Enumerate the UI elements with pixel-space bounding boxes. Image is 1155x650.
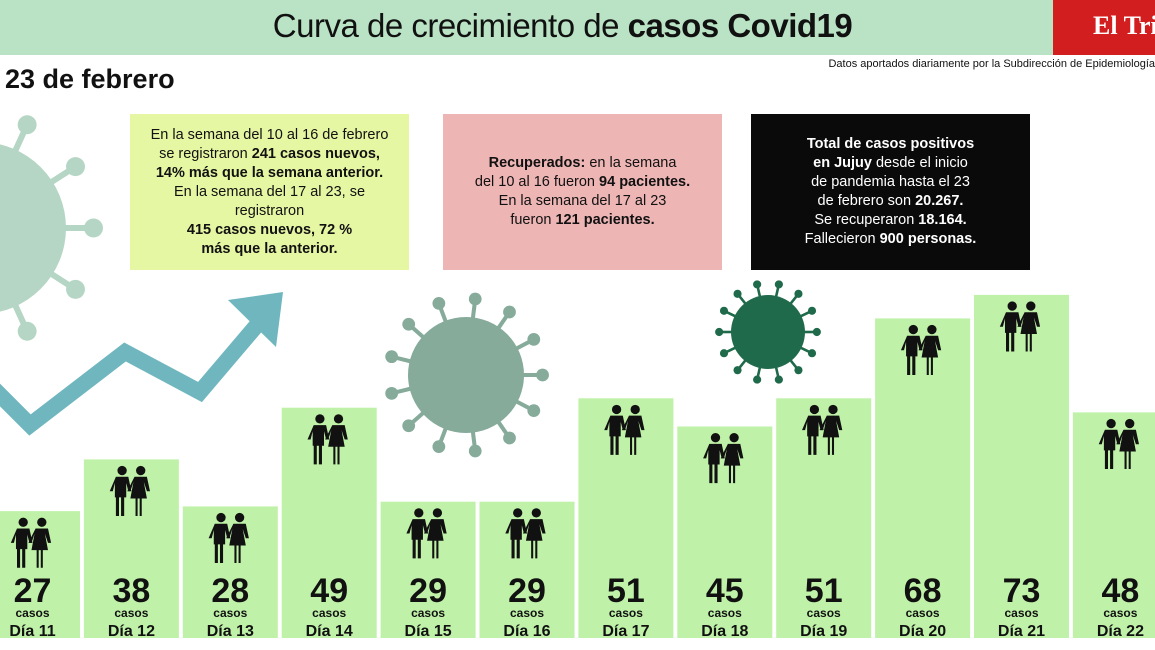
weekly-line-1: En la semana del 10 al 16 de febrero bbox=[150, 126, 389, 143]
category-label: Día 12 bbox=[108, 623, 155, 640]
category-label: Día 22 bbox=[1097, 623, 1144, 640]
bar-value-label: 68 bbox=[904, 572, 942, 610]
title-bold: casos Covid19 bbox=[627, 7, 853, 44]
recovered-line-2b: 94 pacientes. bbox=[599, 174, 691, 190]
bar-value-label: 29 bbox=[508, 572, 546, 610]
source-note: Datos aportados diariamente por la Subdi… bbox=[828, 58, 1155, 70]
bar bbox=[578, 398, 674, 638]
weekly-line-2a: se registraron bbox=[159, 145, 252, 162]
bar-unit-label: casos bbox=[312, 606, 346, 620]
bar-value-label: 27 bbox=[14, 572, 52, 610]
bar-value-label: 73 bbox=[1003, 572, 1041, 610]
recovered-line-1b: en la semana bbox=[585, 155, 677, 171]
bar bbox=[83, 459, 179, 638]
recovered-box: Recuperados: en la semana del 10 al 16 f… bbox=[443, 114, 722, 270]
bar bbox=[875, 318, 971, 638]
recovered-line-4b: 121 pacientes. bbox=[555, 212, 655, 228]
category-label: Día 20 bbox=[899, 623, 946, 640]
category-label: Día 14 bbox=[306, 623, 353, 640]
total-line-1: Total de casos positivos bbox=[806, 136, 975, 152]
total-line-5a: Se recuperaron bbox=[814, 212, 919, 228]
category-label: Día 16 bbox=[503, 623, 550, 640]
bar bbox=[974, 294, 1069, 638]
bar bbox=[380, 501, 476, 638]
bar-value-label: 48 bbox=[1101, 572, 1139, 610]
total-line-5b: 18.164. bbox=[918, 212, 967, 228]
total-line-2b: desde el inicio bbox=[871, 155, 968, 171]
virus-illustration-dark bbox=[715, 280, 821, 384]
total-line-2a: en Jujuy bbox=[813, 155, 872, 171]
virus-illustration-center bbox=[385, 292, 549, 458]
bar-value-label: 51 bbox=[607, 572, 645, 610]
header-bar bbox=[0, 0, 1155, 55]
category-label: Día 19 bbox=[800, 623, 847, 640]
bar-value-label: 51 bbox=[805, 572, 843, 610]
bar-unit-label: casos bbox=[906, 606, 940, 620]
category-label: Día 17 bbox=[602, 623, 649, 640]
recovered-line-2a: del 10 al 16 fueron bbox=[474, 174, 600, 190]
weekly-line-3: 14% más que la semana anterior. bbox=[155, 164, 384, 181]
recovered-line-3: En la semana del 17 al 23 bbox=[498, 193, 667, 209]
bar-value-label: 29 bbox=[409, 572, 447, 610]
bar-unit-label: casos bbox=[609, 606, 643, 620]
bar bbox=[776, 398, 872, 638]
total-line-6b: 900 personas. bbox=[879, 231, 977, 247]
growth-arrow-icon bbox=[0, 292, 283, 436]
bar-unit-label: casos bbox=[411, 606, 445, 620]
date-label: 23 de febrero bbox=[5, 64, 175, 94]
total-line-4a: de febrero son bbox=[817, 193, 916, 209]
bar-unit-label: casos bbox=[114, 606, 148, 620]
total-line-6a: Fallecieron bbox=[804, 231, 880, 247]
bar-unit-label: casos bbox=[1103, 606, 1137, 620]
weekly-line-4: En la semana del 17 al 23, se registraro… bbox=[173, 183, 366, 219]
brand-logo: El Tribuno bbox=[1053, 0, 1155, 55]
bar bbox=[479, 501, 575, 638]
weekly-cases-box: En la semana del 10 al 16 de febrero se … bbox=[130, 114, 409, 270]
category-label: Día 21 bbox=[998, 623, 1045, 640]
category-label: Día 18 bbox=[701, 623, 748, 640]
total-cases-box: Total de casos positivos en Jujuy desde … bbox=[751, 114, 1030, 270]
page-title: Curva de crecimiento de casos Covid19 bbox=[0, 0, 1125, 55]
bar-value-label: 38 bbox=[112, 572, 150, 610]
bar-value-label: 49 bbox=[310, 572, 348, 610]
recovered-line-1a: Recuperados: bbox=[488, 155, 586, 171]
weekly-line-5: 415 casos nuevos, 72 % bbox=[186, 221, 353, 238]
bar-unit-label: casos bbox=[15, 606, 49, 620]
total-line-3: de pandemia hasta el 23 bbox=[811, 174, 970, 190]
bar-value-label: 45 bbox=[706, 572, 744, 610]
bar bbox=[182, 506, 278, 638]
category-label: Día 13 bbox=[207, 623, 254, 640]
virus-illustration-left bbox=[0, 115, 103, 341]
bar-unit-label: casos bbox=[1004, 606, 1038, 620]
bar-unit-label: casos bbox=[708, 606, 742, 620]
title-regular: Curva de crecimiento de bbox=[272, 7, 628, 44]
category-label: Día 11 bbox=[9, 623, 55, 640]
bar-unit-label: casos bbox=[213, 606, 247, 620]
total-line-4b: 20.267. bbox=[915, 193, 964, 209]
weekly-line-2b: 241 casos nuevos, bbox=[251, 145, 380, 162]
recovered-line-4a: fueron bbox=[510, 212, 556, 228]
weekly-line-6: más que la anterior. bbox=[201, 240, 338, 257]
category-label: Día 15 bbox=[405, 623, 452, 640]
bar-unit-label: casos bbox=[510, 606, 544, 620]
bar-value-label: 28 bbox=[211, 572, 249, 610]
bar-unit-label: casos bbox=[807, 606, 841, 620]
